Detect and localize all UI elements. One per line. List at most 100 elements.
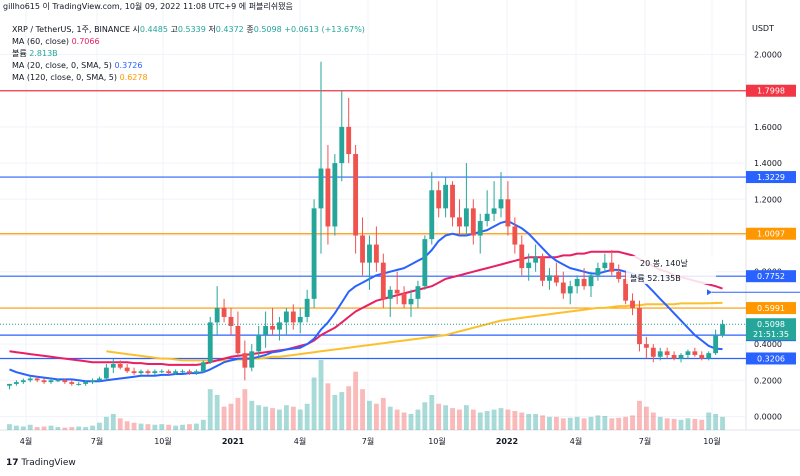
candle-body [650, 347, 656, 357]
volume-bar [609, 418, 615, 430]
candle-body [436, 190, 442, 209]
candle-body [713, 335, 719, 354]
candle-body [346, 126, 352, 155]
indicator-ma120[interactable]: MA (120, close, 0, SMA, 5) 0.6278 [12, 73, 148, 83]
volume-bar [713, 413, 719, 430]
volume-bar [422, 402, 428, 430]
candle-body [297, 316, 303, 323]
candle-body [187, 371, 192, 374]
indicator-volume[interactable]: 볼륨 2.813B [12, 49, 58, 59]
volume-bar [332, 395, 338, 430]
measure-label-bg [626, 256, 716, 284]
candle-body [283, 311, 289, 323]
candle-body [235, 326, 241, 354]
volume-bar [415, 409, 421, 430]
ma60-line [9, 250, 723, 366]
volume-bar [443, 405, 449, 430]
candle-body [491, 208, 497, 214]
ma20-label: MA (20, close, 0, SMA, 5) [12, 61, 112, 70]
volume-bar [152, 424, 158, 430]
volume-bar [200, 419, 206, 430]
candle-body [595, 268, 601, 276]
volume-bar [7, 424, 12, 430]
volume-bar [650, 412, 656, 430]
volume-bar [90, 425, 95, 430]
candle-body [699, 354, 705, 359]
volume-bar [408, 413, 414, 430]
candle-body [159, 371, 165, 373]
candle-body [249, 351, 255, 368]
volume-bar [373, 403, 379, 430]
volume-bar [55, 427, 61, 430]
low-label: 저 [208, 25, 216, 34]
candle-body [512, 226, 518, 245]
volume-bar [380, 397, 386, 430]
volume-bar [484, 411, 490, 430]
y-tick-label: 1.2000 [754, 195, 782, 204]
candle-body [325, 168, 331, 227]
tradingview-watermark[interactable]: 17 TradingView [6, 458, 76, 468]
candle-body [553, 275, 559, 283]
x-tick-label: 7월 [639, 436, 651, 446]
published-caption: gillho615 이 TradingView.com, 10월 09, 202… [3, 2, 293, 11]
candle-body [560, 282, 566, 294]
measure-bars-label: 20 봉, 140날 [640, 258, 688, 268]
y-tick-label: 2.0000 [754, 51, 782, 60]
volume-bar [193, 423, 199, 430]
volume-bar [360, 389, 365, 430]
candle-body [173, 371, 179, 374]
volume-bar [470, 409, 476, 430]
volume-bar [48, 425, 54, 430]
volume-bar [630, 415, 635, 430]
candle-body [131, 371, 137, 374]
ma120-label: MA (120, close, 0, SMA, 5) [12, 73, 118, 82]
candle-body [380, 262, 386, 299]
candle-body [311, 208, 317, 299]
low-value: 0.4372 [215, 25, 244, 34]
indicator-ma20[interactable]: MA (20, close, 0, SMA, 5) 0.3726 [12, 61, 142, 71]
candle-body [270, 326, 275, 330]
candle-body [256, 335, 262, 352]
candle-body [574, 278, 580, 287]
volume-bar [346, 386, 352, 430]
volume-bar [97, 422, 102, 430]
volume-bar [41, 426, 47, 430]
x-tick-label: 4월 [294, 436, 306, 446]
indicator-ma60[interactable]: MA (60, close) 0.7066 [12, 37, 100, 47]
candle-body [152, 371, 158, 374]
ma60-label: MA (60, close) [12, 37, 70, 46]
candle-body [373, 244, 379, 263]
x-tick-label: 4월 [570, 436, 582, 446]
level-price-tag [746, 302, 796, 315]
volume-bar [180, 424, 185, 430]
bar-countdown-label: 21:51:35 [753, 330, 789, 339]
volume-bar [325, 383, 331, 430]
candle-body [221, 307, 227, 317]
measure-volume-label: 볼륨 52.135B [630, 273, 681, 283]
candle-body [664, 351, 670, 355]
candle-body [720, 324, 725, 336]
volume-bar [290, 406, 296, 430]
x-tick-label: 7월 [362, 436, 374, 446]
candle-body [360, 235, 365, 263]
volume-bar [76, 426, 82, 430]
volume-bar [699, 419, 705, 430]
y-tick-label: 0.4000 [754, 340, 782, 349]
candle-body [581, 278, 587, 287]
volume-bar [228, 403, 234, 430]
ma20-line [9, 220, 723, 383]
candle-body [214, 307, 220, 323]
volume-bar [159, 424, 165, 430]
volume-bar [166, 424, 172, 430]
volume-bar [34, 427, 40, 430]
level-price-tag-label: 1.3229 [757, 173, 785, 182]
candle-body [263, 326, 269, 336]
candle-body [145, 371, 151, 374]
volume-bar [581, 418, 587, 430]
x-tick-label: 4월 [20, 436, 32, 446]
y-tick-label: 0.2000 [754, 376, 782, 385]
volume-bar [103, 416, 109, 430]
x-tick-label: 10월 [428, 436, 446, 446]
candle-body [685, 351, 691, 355]
